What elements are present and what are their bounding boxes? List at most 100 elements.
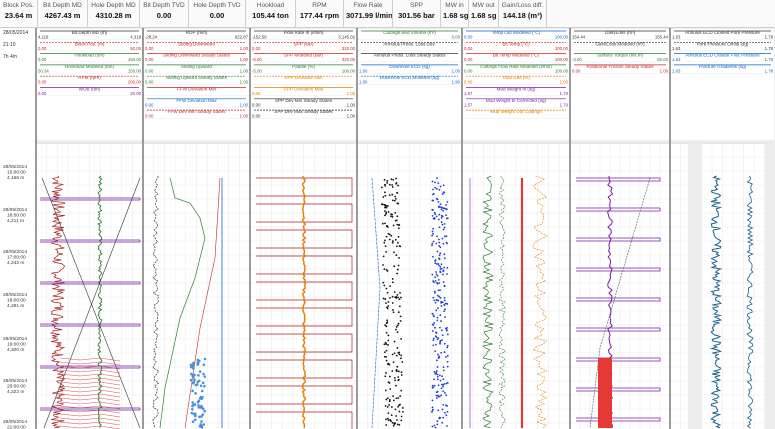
kpi-value: 144.18 (m³) [502,11,543,20]
kpi-10[interactable]: MW out 1.68 sg [469,0,499,27]
downhole-ecd-point [444,316,446,319]
curve-name: Temp Out Modeled (°C) [492,30,541,35]
curve-header[interactable]: Hookload (ton) 0.00 150.00 [36,53,143,63]
curve-header[interactable]: RPM (rpm) 0.00 200.00 [36,75,143,85]
curve-header[interactable]: Paddle (%) -5.00 100.00 [250,64,357,74]
curve-header[interactable]: Temp Out Modeled (°C) 0.00 100.00 [462,30,570,40]
annulus-loss-point [393,376,396,379]
downhole-ecd-point [439,379,442,382]
track-header-5[interactable]: Gain/Loss (m³) 154.44 155.44 Gain/Loss Mode… [569,28,671,142]
downhole-ecd-point [435,197,438,200]
curve-header[interactable]: Mud Weight In Corrected (sg) 1.57 1.70 [462,98,570,108]
track-header-6[interactable]: Annulus ECD Closest Pore Pressure 1.63 1.7… [669,28,775,142]
track-header-3[interactable]: Cuttings Bed Volume (m³) 0.00 Annulus Pres… [356,28,463,142]
gain-loss-trace [576,357,661,362]
curve-header[interactable]: Block Pos. (m) 0.00 50.00 [36,41,143,51]
annulus-loss-point [391,186,394,188]
ffw-scatter-point [200,415,203,418]
rpm-trace [59,425,121,429]
kpi-1[interactable]: Bit Depth MD 4267.43 m [38,0,88,27]
curve-header[interactable]: FFW Dev Min Steady States 0.00 1.00 [143,109,250,119]
curve-name: Sliding Upward [181,64,212,69]
curve-header[interactable]: Gain/Loss (m³) 154.44 155.44 [570,30,670,40]
kpi-6[interactable]: RPM 177.44 rpm [296,0,344,27]
curve-header[interactable]: SPP Deviation Max 0.00 1.00 [250,87,357,97]
curve-header[interactable]: Cuttings Flow Rate Modeled (l/min) 0.00 10… [462,64,570,74]
curve-header[interactable]: Flow Rate In (l/min) -152.50 3,145.02 [250,30,357,40]
time-label-time: 15:00:00 [7,170,26,176]
annulus-loss-point [386,406,389,408]
downhole-ecd-point [438,254,441,257]
ffw-scatter-point [203,384,206,388]
downhole-ecd-point [436,274,439,277]
curve-header[interactable]: Sliding Downward Steady States 0.00 1.00 [143,53,250,63]
curve-header[interactable]: Surface Torque (kN.m) -3.00 50.00 [570,53,670,63]
curve-header[interactable]: Rotational Friction Steady States 0.00 1.0… [570,64,670,74]
kpi-3[interactable]: Bit Depth TVD 0.00 [140,0,189,27]
kpi-0[interactable]: Block Pos. 23.64 m [0,0,38,27]
kpi-2[interactable]: Hole Depth MD 4310.28 m [88,0,140,27]
curve-header[interactable]: Annulus ECD Closest Frac Pressure 1.63 1.7… [670,53,775,63]
curve-header[interactable]: Downhole ECD Modeled (sg) 1.60 1.90 [357,75,462,85]
ffw-scatter-point [193,378,196,382]
annulus-loss-point [396,423,399,426]
kpi-7[interactable]: Flow Rate 3071.99 l/min [344,0,393,27]
downhole-ecd-point [436,235,438,238]
curve-header[interactable]: Mud Weight In (sg) 1.57 1.70 [462,87,570,97]
curve-header[interactable]: Downhole ECD (sg) 1.60 1.00 [357,64,462,74]
downhole-ecd-point [443,303,446,306]
downhole-ecd-point [440,394,443,397]
curve-header[interactable]: SPP Modeled (bar) -5.00 320.00 [250,53,357,63]
kpi-9[interactable]: MW in 1.68 sg [441,0,469,27]
curve-header[interactable]: WOB (ton) 0.00 20.00 [36,87,143,97]
curve-max: 822.87 [235,35,249,40]
curve-name: SPP Dev Max Steady States [274,109,333,114]
curve-header[interactable]: Pore Pressure Limits (sg) 1.63 1.78 [670,41,775,51]
curve-header[interactable]: Annulus Press. Loss Dev. [357,41,462,51]
curve-header[interactable]: Annulus Press. Loss Steady States [357,53,462,63]
annulus-loss-point [402,410,404,413]
rpm-trace [59,357,121,362]
curve-header[interactable]: Mud Weight Out Cuttings [462,109,570,119]
curve-header[interactable]: SPP Dev Min Steady States 0.00 1.00 [250,98,357,108]
curve-header[interactable]: ROP (m/h) -28.24 822.87 [143,30,250,40]
downhole-ecd-point [434,213,437,215]
curve-header[interactable]: Bit Depth MD (m) 4,118 4,318 [36,30,143,40]
curve-header[interactable]: Sliding Upward 0.00 1.00 [143,64,250,74]
curve-header[interactable]: Gain/Loss Modeled (m³) [570,41,670,51]
kpi-label: MW in [445,2,464,9]
kpi-4[interactable]: Hole Depth TVD 0.00 [189,0,246,27]
curve-header[interactable]: SPP Dev Max Steady States 0.00 1.00 [250,109,357,119]
curve-header[interactable]: FFW Deviation Min [143,87,250,97]
downhole-ecd-point [431,410,433,413]
plot-area[interactable] [35,28,775,429]
curve-header[interactable]: Bit Temp (°C) 0.00 100.00 [462,41,570,51]
curve-header[interactable]: Sliding Upward Steady States 0.00 1.00 [143,75,250,85]
curve-header[interactable]: Cuttings Bed Volume (m³) 0.00 [357,30,462,40]
kpi-11[interactable]: Gain/Loss diff. 144.18 (m³) [499,0,547,27]
curve-header[interactable]: Fracture Gradients (sg) 1.63 1.78 [670,64,775,74]
curve-header[interactable]: Hookload Modeled (ton) 50.34 150.00 [36,64,143,74]
track-header-1[interactable]: ROP (m/h) -28.24 822.87 Sliding Downward 0.0… [142,28,251,142]
downhole-ecd-point [440,301,443,304]
rotational-friction-block [598,358,612,428]
curve-header[interactable]: Total Gas (%) 0.00 1.00 [462,75,570,85]
downhole-ecd-point [442,228,445,231]
kpi-8[interactable]: SPP 301.56 bar [393,0,441,27]
curve-header[interactable]: SPP (bar) 0.00 320.00 [250,41,357,51]
curve-header[interactable]: FFW Deviation Max 0.00 1.00 [143,98,250,108]
curve-header[interactable]: Annulus ECD Closest Pore Pressure 1.63 1.7… [670,30,775,40]
curve-header[interactable]: SPP Deviation Min [250,75,357,85]
curve-header[interactable]: Bit Temp Modeled (°C) 0.00 100.00 [462,53,570,63]
kpi-5[interactable]: Hookload 105.44 ton [246,0,296,27]
downhole-ecd-point [435,343,437,346]
time-label-time: 19:00:00 [7,342,26,348]
annulus-loss-point [393,251,395,254]
curve-max: 1.00 [240,80,249,85]
downhole-ecd-point [446,354,449,357]
curve-header[interactable]: Sliding Downward 0.00 1.00 [143,41,250,51]
